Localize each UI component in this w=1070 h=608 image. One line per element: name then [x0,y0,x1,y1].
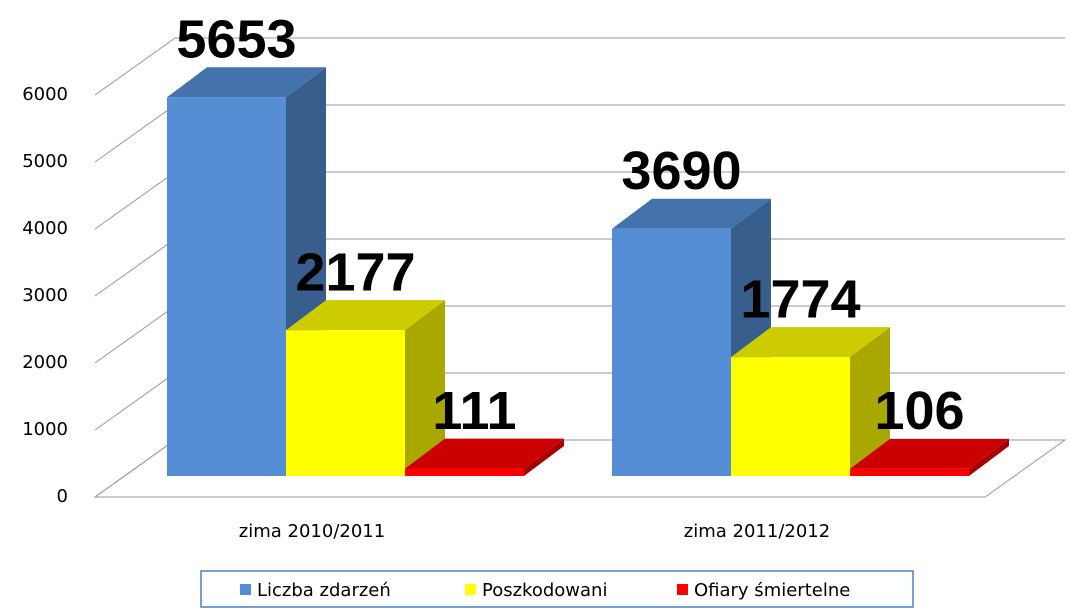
bar-top [405,438,564,469]
legend-swatch [240,584,251,595]
bar-top [731,327,890,358]
bar [405,468,524,476]
y-tick-label: 0 [57,486,68,507]
bar-top [850,438,1009,469]
value-label: 3690 [621,141,741,201]
legend-label: Poszkodowani [482,580,607,601]
bar-side [524,438,564,476]
bar-side [405,300,445,476]
x-tick-label: zima 2011/2012 [684,521,830,542]
y-tick-label: 4000 [22,218,68,239]
bar-top [612,198,771,229]
y-tick-label: 5000 [22,151,68,172]
y-tick-label: 3000 [22,285,68,306]
bar-top [286,300,445,331]
bar [612,228,731,476]
y-tick-label: 1000 [22,419,68,440]
y-tick-label: 6000 [22,84,68,105]
y-tick-label: 2000 [22,352,68,373]
legend-swatch [677,584,688,595]
value-label: 2177 [295,242,415,302]
legend-label: Ofiary śmiertelne [694,580,850,601]
bar-side [850,327,890,476]
legend-swatch [465,584,476,595]
bar-top [167,67,326,98]
bar [167,97,286,477]
value-label: 5653 [176,10,296,70]
legend-label: Liczba zdarzeń [257,580,391,601]
x-tick-label: zima 2010/2011 [239,521,385,542]
bar [850,468,969,476]
bar [286,330,405,476]
value-label: 1774 [740,269,860,329]
grid-line [94,37,1065,96]
legend-box [200,570,914,608]
value-label: 106 [874,381,964,441]
bar-side [969,438,1009,476]
bar [731,357,850,476]
value-label: 111 [432,381,516,441]
